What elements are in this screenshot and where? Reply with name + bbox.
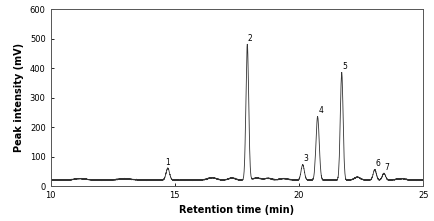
Text: 3: 3: [303, 154, 308, 163]
Text: 7: 7: [385, 163, 389, 171]
Text: 1: 1: [165, 158, 170, 167]
Text: 5: 5: [342, 62, 347, 71]
Y-axis label: Peak intensity (mV): Peak intensity (mV): [14, 43, 24, 152]
Text: 4: 4: [318, 106, 323, 115]
X-axis label: Retention time (min): Retention time (min): [179, 206, 294, 215]
Text: 6: 6: [375, 159, 380, 168]
Text: 2: 2: [248, 34, 253, 43]
